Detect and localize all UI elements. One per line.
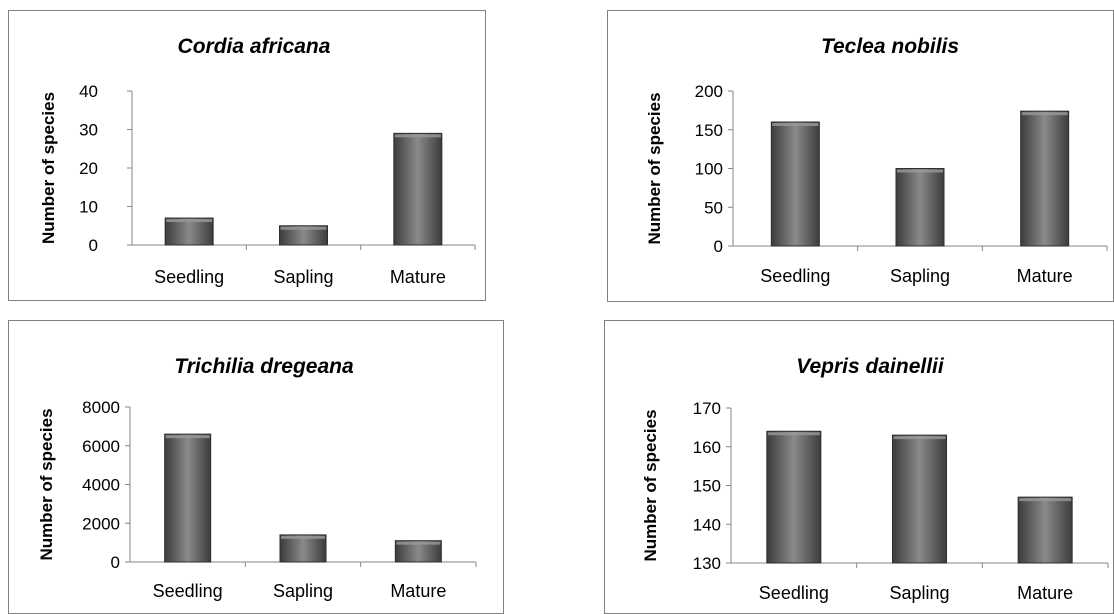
y-tick-label: 150 bbox=[693, 477, 721, 496]
x-tick-label-seedling: Seedling bbox=[760, 266, 830, 286]
bar-seedling-trichilia-dregeana bbox=[164, 433, 212, 563]
y-tick-label: 0 bbox=[714, 237, 723, 256]
x-tick-label-mature: Mature bbox=[390, 581, 446, 601]
bar-sapling-vepris-dainellii bbox=[892, 434, 947, 564]
y-axis-label-vepris-dainellii: Number of species bbox=[641, 409, 660, 561]
y-tick-label: 130 bbox=[693, 554, 721, 573]
bar-seedling-teclea-nobilis bbox=[770, 121, 820, 247]
y-tick-label: 160 bbox=[693, 438, 721, 457]
x-tick-label-seedling: Seedling bbox=[154, 267, 224, 287]
bar-mature-cordia-africana bbox=[393, 132, 443, 246]
chart-title-trichilia-dregeana: Trichilia dregeana bbox=[174, 355, 354, 378]
bar-mature-teclea-nobilis bbox=[1020, 110, 1070, 247]
y-tick-label: 150 bbox=[695, 121, 723, 140]
chart-title-cordia-africana: Cordia africana bbox=[178, 35, 331, 58]
chart-svg-trichilia-dregeana: Trichilia dregeana Number of species 0 2000… bbox=[37, 355, 477, 601]
y-tick-label: 0 bbox=[89, 236, 98, 255]
y-tick-label: 140 bbox=[693, 515, 721, 534]
x-tick-label-sapling: Sapling bbox=[273, 267, 333, 287]
chart-panel-teclea-nobilis: Teclea nobilis Number of species 0 50 100 150… bbox=[607, 10, 1114, 302]
x-tick-label-sapling: Sapling bbox=[890, 266, 950, 286]
chart-svg-vepris-dainellii: Vepris dainellii Number of species 130 140 1… bbox=[641, 355, 1109, 603]
y-tick-label: 170 bbox=[693, 399, 721, 418]
y-tick-label: 0 bbox=[111, 553, 120, 572]
y-tick-label: 40 bbox=[79, 82, 98, 101]
x-tick-label-seedling: Seedling bbox=[759, 583, 829, 603]
chart-panel-trichilia-dregeana: Trichilia dregeana Number of species 0 2000… bbox=[8, 320, 504, 614]
x-tick-label-mature: Mature bbox=[1017, 266, 1073, 286]
y-axis-label-cordia-africana: Number of species bbox=[39, 92, 58, 244]
x-tick-label-sapling: Sapling bbox=[889, 583, 949, 603]
x-tick-label-mature: Mature bbox=[390, 267, 446, 287]
y-axis-label-trichilia-dregeana: Number of species bbox=[37, 408, 56, 560]
y-tick-label: 100 bbox=[695, 160, 723, 179]
y-tick-label: 200 bbox=[695, 82, 723, 101]
chart-svg-teclea-nobilis: Teclea nobilis Number of species 0 50 100 150… bbox=[645, 35, 1108, 286]
bar-seedling-cordia-africana bbox=[164, 217, 214, 246]
chart-title-vepris-dainellii: Vepris dainellii bbox=[796, 355, 945, 378]
x-tick-label-mature: Mature bbox=[1017, 583, 1073, 603]
y-tick-label: 10 bbox=[79, 198, 98, 217]
y-axis-label-teclea-nobilis: Number of species bbox=[645, 92, 664, 244]
y-tick-label: 2000 bbox=[82, 514, 120, 533]
y-tick-label: 8000 bbox=[82, 398, 120, 417]
bar-seedling-vepris-dainellii bbox=[766, 430, 822, 564]
chart-title-teclea-nobilis: Teclea nobilis bbox=[821, 35, 959, 58]
y-tick-label: 4000 bbox=[82, 476, 120, 495]
y-tick-label: 6000 bbox=[82, 437, 120, 456]
chart-panel-vepris-dainellii: Vepris dainellii Number of species 130 140 1… bbox=[604, 320, 1114, 614]
y-tick-label: 30 bbox=[79, 121, 98, 140]
y-tick-label: 50 bbox=[704, 198, 723, 217]
y-tick-label: 20 bbox=[79, 159, 98, 178]
bar-mature-vepris-dainellii bbox=[1017, 496, 1073, 564]
bar-mature-trichilia-dregeana bbox=[394, 540, 442, 563]
chart-svg-cordia-africana: Cordia africana Number of species 0 10 20 30 4… bbox=[39, 35, 476, 287]
bar-sapling-teclea-nobilis bbox=[895, 168, 945, 247]
bar-sapling-trichilia-dregeana bbox=[279, 534, 327, 563]
chart-panel-cordia-africana: Cordia africana Number of species 0 10 20 30 4… bbox=[8, 10, 486, 301]
x-tick-label-seedling: Seedling bbox=[153, 581, 223, 601]
x-tick-label-sapling: Sapling bbox=[273, 581, 333, 601]
bar-sapling-cordia-africana bbox=[279, 225, 328, 246]
